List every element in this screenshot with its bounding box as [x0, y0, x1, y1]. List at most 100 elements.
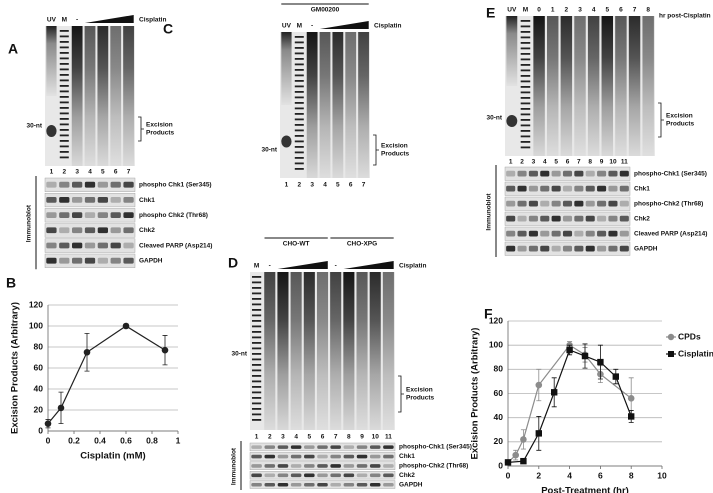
blot-strip	[504, 181, 631, 196]
blot-band	[619, 200, 629, 207]
blot-label: phospho-Chk2 (Thr68)	[634, 200, 703, 207]
bracket-label: Products	[406, 395, 435, 402]
blot-band	[383, 445, 394, 449]
lane	[303, 272, 315, 430]
ladder-band	[251, 276, 262, 278]
lane-number: 11	[385, 434, 392, 441]
lane-label: M	[297, 23, 302, 30]
blot-band	[551, 200, 561, 207]
ladder-band	[294, 80, 304, 82]
ladder-band	[294, 157, 304, 159]
lane-number: 3	[310, 182, 314, 189]
lane	[547, 16, 559, 156]
ladder-band	[520, 113, 531, 116]
ladder-band	[251, 386, 262, 388]
y-tick-label: 40	[494, 412, 504, 422]
ladder-band	[251, 342, 262, 344]
y-tick-label: 20	[34, 404, 44, 414]
blot-band	[383, 464, 394, 468]
blot-band	[277, 464, 289, 468]
blot-band	[356, 473, 368, 478]
y-tick-label: 120	[489, 315, 503, 325]
x-tick-label: 4	[567, 470, 572, 480]
panel-letter: C	[163, 21, 173, 37]
ladder-band	[59, 46, 69, 49]
blot-band	[528, 245, 538, 252]
legend-label: Cisplatin	[678, 348, 713, 358]
ladder-band	[520, 20, 531, 22]
ladder-band	[59, 74, 69, 76]
blot-band	[517, 185, 527, 192]
x-axis-label: Cisplatin (mM)	[80, 451, 145, 462]
blot-band	[343, 454, 355, 459]
lane	[123, 26, 134, 166]
ladder-band	[59, 123, 69, 126]
bracket-label: Excision	[406, 387, 433, 394]
ladder-band	[294, 129, 304, 132]
blot-band	[304, 445, 315, 449]
lane-number: 7	[127, 169, 131, 176]
blot-band	[264, 464, 276, 468]
blot-band	[290, 454, 302, 459]
ladder-band	[59, 57, 69, 60]
lane-number: 9	[600, 159, 604, 166]
lane	[533, 16, 545, 156]
blot-strip	[44, 238, 136, 253]
blot-band	[290, 482, 302, 487]
point	[597, 358, 604, 366]
series-line	[507, 349, 632, 463]
lane	[97, 26, 109, 166]
series-line	[507, 344, 632, 463]
ladder-band	[294, 58, 304, 60]
ladder-band	[294, 91, 304, 93]
lane-number: 7	[577, 159, 581, 166]
ladder-band	[59, 30, 69, 32]
legend-marker	[667, 333, 675, 341]
blot-band	[46, 242, 57, 249]
dose-wedge	[319, 21, 369, 29]
point	[535, 381, 543, 389]
blot-band	[574, 245, 584, 252]
blot-title: Immunoblot	[486, 193, 493, 231]
blot-band	[551, 215, 561, 222]
lane-label: 5	[605, 7, 609, 14]
panel-letter: B	[6, 275, 16, 291]
y-tick-label: 0	[498, 460, 503, 470]
blot-band	[304, 482, 315, 487]
blot-band	[585, 170, 595, 177]
blot-band	[585, 185, 595, 192]
blot-band	[585, 245, 595, 252]
blot-band	[330, 473, 341, 478]
bracket-label: Products	[381, 151, 410, 158]
blot-band	[506, 185, 516, 192]
blot-band	[277, 473, 289, 478]
blot-band	[317, 482, 328, 487]
blot-band	[343, 482, 355, 487]
blot-band	[123, 257, 134, 264]
x-tick-label: 6	[598, 470, 603, 480]
blot-band	[551, 185, 561, 192]
ladder-band	[59, 68, 69, 71]
lane	[84, 26, 96, 166]
ladder-band	[520, 108, 531, 110]
blot-band	[330, 464, 341, 468]
lane-label: UV	[507, 7, 517, 14]
blot-band	[97, 197, 108, 203]
ladder-band	[59, 156, 69, 159]
blot-band	[383, 482, 394, 487]
blot-band	[506, 200, 516, 207]
lane-number: 5	[308, 434, 312, 441]
lane-number: 5	[554, 159, 558, 166]
blot-band	[356, 445, 368, 449]
lane-number: 4	[543, 159, 547, 166]
lane	[306, 32, 318, 178]
point	[551, 389, 558, 396]
point	[44, 420, 52, 427]
blot-band	[356, 482, 368, 487]
lane-number: 10	[609, 159, 617, 166]
ladder-band	[59, 118, 69, 120]
lane-number: 1	[255, 434, 259, 441]
blot-band	[84, 212, 96, 218]
blot-band	[123, 181, 134, 188]
blot-band	[585, 230, 595, 237]
